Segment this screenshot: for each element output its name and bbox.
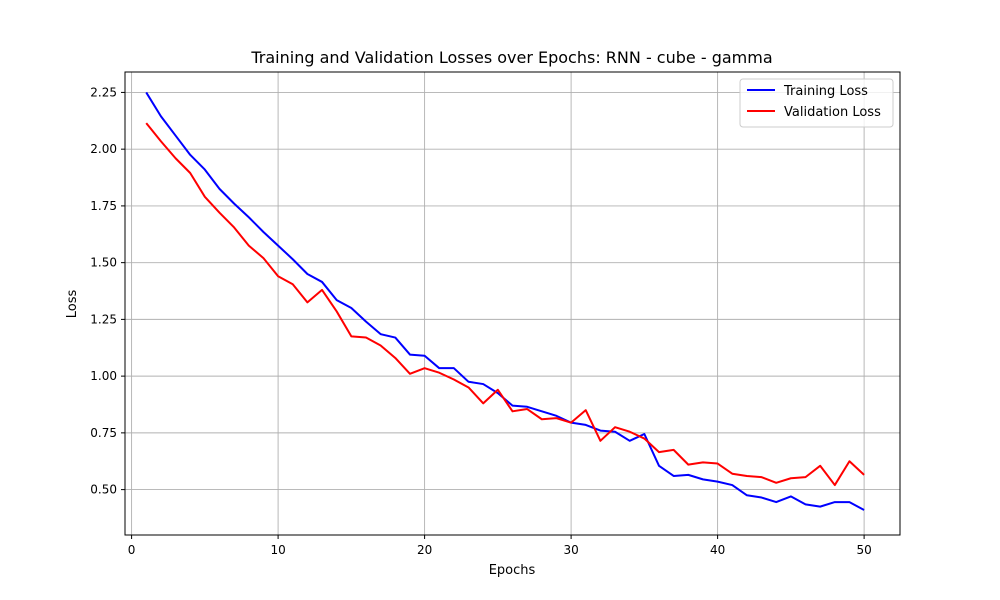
plot-frame [124, 71, 901, 536]
legend-label-training-loss: Training Loss [783, 84, 868, 99]
x-axis-label: Epochs [489, 563, 536, 578]
x-axis-ticks: 0 10 20 30 40 50 [128, 535, 872, 557]
x-tick-label: 10 [270, 543, 285, 557]
series-line-validation-loss [145, 122, 865, 487]
y-tick-label: 1.00 [90, 369, 117, 383]
y-axis-label: Loss [65, 290, 80, 319]
legend-box [739, 78, 894, 128]
y-tick-label: 1.75 [90, 199, 117, 213]
x-tick-label: 30 [563, 543, 578, 557]
chart-title: Training and Validation Losses over Epoc… [250, 48, 772, 67]
series-group [145, 91, 865, 511]
y-tick-label: 2.25 [90, 85, 117, 99]
legend: Training Loss Validation Loss [739, 78, 894, 128]
y-axis-ticks: 0.50 0.75 1.00 1.25 1.50 1.75 2.00 2.25 [90, 85, 125, 497]
y-tick-label: 0.75 [90, 426, 117, 440]
y-tick-label: 2.00 [90, 142, 117, 156]
y-tick-label: 1.50 [90, 256, 117, 270]
x-tick-label: 50 [856, 543, 871, 557]
x-tick-label: 20 [417, 543, 432, 557]
y-tick-label: 0.50 [90, 483, 117, 497]
x-tick-label: 0 [128, 543, 136, 557]
grid [125, 72, 900, 535]
legend-label-validation-loss: Validation Loss [784, 105, 881, 120]
y-tick-label: 1.25 [90, 312, 117, 326]
x-tick-label: 40 [710, 543, 725, 557]
